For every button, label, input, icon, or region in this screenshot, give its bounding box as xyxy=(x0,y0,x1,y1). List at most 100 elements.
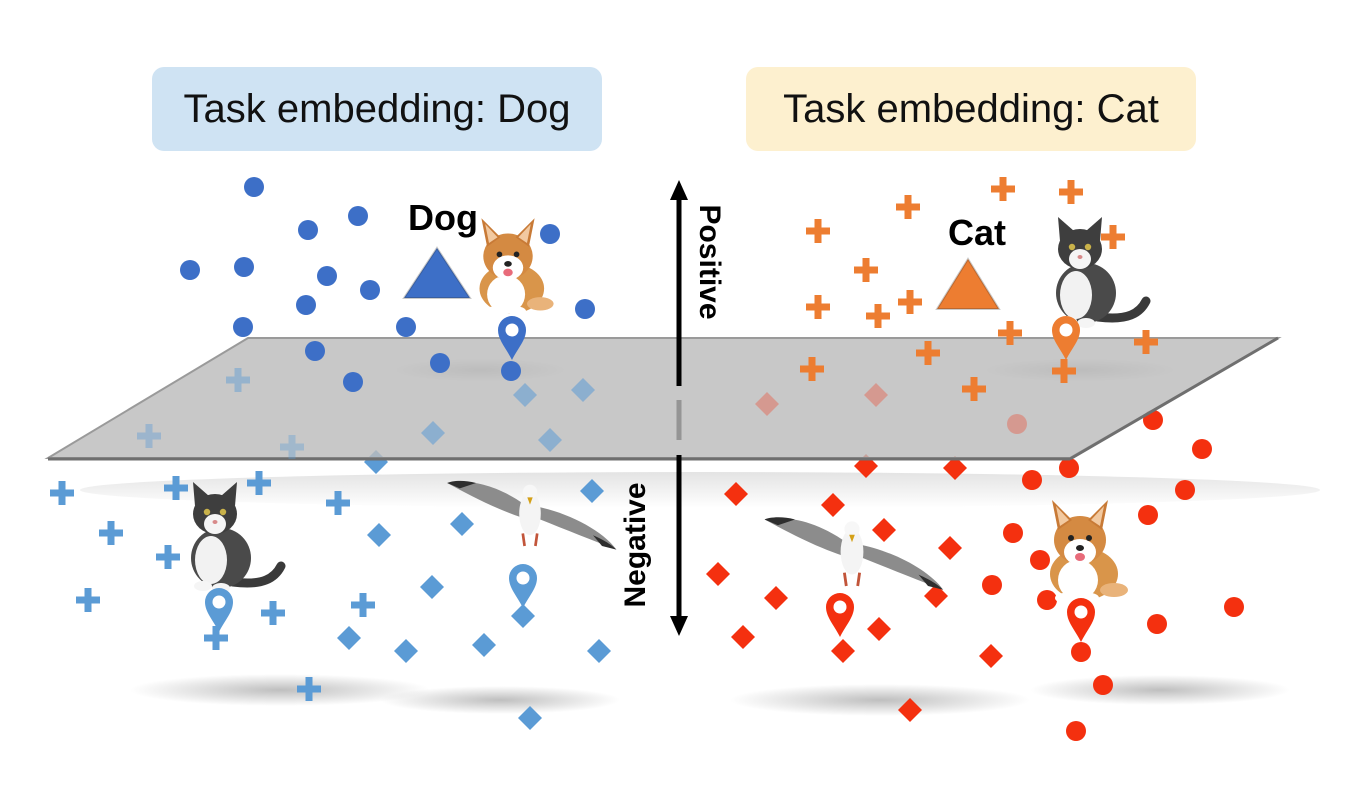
task-embedding-dog-box: Task embedding: Dog xyxy=(152,67,602,151)
dog-dot xyxy=(430,353,450,373)
dog-negative-plus xyxy=(50,481,74,505)
dog-prototype-label: Dog xyxy=(408,197,478,238)
cat-negative-diamond xyxy=(764,586,788,610)
dog-negative-diamond xyxy=(472,633,496,657)
cat-plus xyxy=(1101,225,1125,249)
dog-negative-plus xyxy=(326,491,350,515)
dog-negative-plus xyxy=(99,521,123,545)
cat-plus xyxy=(998,321,1022,345)
dog-dot xyxy=(296,295,316,315)
cat-plus xyxy=(1052,359,1076,383)
dog-dot xyxy=(180,260,200,280)
bird-query-pin-negative xyxy=(509,564,537,608)
positive-negative-axis: Positive Negative xyxy=(619,180,726,636)
cat-plus xyxy=(1059,180,1083,204)
negative-label: Negative xyxy=(619,482,652,607)
bird-query-pin-negative xyxy=(826,593,854,637)
cat-negative-diamond xyxy=(706,562,730,586)
faint-diamond xyxy=(538,428,562,452)
cat-negative-dot xyxy=(1093,675,1113,695)
cat-negative-diamond xyxy=(872,518,896,542)
dog-dot xyxy=(540,224,560,244)
decision-plane xyxy=(44,337,1282,459)
negative-region xyxy=(50,410,1244,741)
cat-negative-dot xyxy=(1037,590,1057,610)
bird-image-negative xyxy=(764,517,944,590)
cat-negative-dot xyxy=(1003,523,1023,543)
cat-plus xyxy=(991,177,1015,201)
dog-negative-plus xyxy=(156,545,180,569)
dog-negative-plus xyxy=(247,471,271,495)
dog-negative-plus xyxy=(261,601,285,625)
cat-prototype-label: Cat xyxy=(948,212,1006,253)
cat-negative-dot xyxy=(1030,550,1050,570)
positive-region: Dog Cat xyxy=(180,177,1158,401)
dog-dot xyxy=(317,266,337,286)
dog-negative-diamond xyxy=(511,604,535,628)
cat-negative-diamond xyxy=(731,625,755,649)
task-embedding-cat-box: Task embedding: Cat xyxy=(746,67,1196,151)
cat-prototype-triangle xyxy=(935,257,1001,310)
cat-negative-dot xyxy=(1147,614,1167,634)
cat-negative-dot xyxy=(982,575,1002,595)
cat-negative-dot xyxy=(1071,642,1091,662)
faint-plus xyxy=(137,424,161,448)
faint-diamond xyxy=(864,383,888,407)
cat-plus xyxy=(806,295,830,319)
dog-dot xyxy=(234,257,254,277)
faint-diamond xyxy=(571,378,595,402)
cat-plus xyxy=(866,304,890,328)
cat-negative-dot xyxy=(1138,505,1158,525)
dog-negative-plus xyxy=(204,626,228,650)
plane-side-edge xyxy=(1069,336,1279,461)
cat-negative-dot xyxy=(1066,721,1086,741)
faint-dot xyxy=(1007,414,1027,434)
bird-image-negative xyxy=(447,480,617,550)
dog-negative-plus xyxy=(297,677,321,701)
dog-negative-plus xyxy=(76,588,100,612)
cat-plus xyxy=(1134,330,1158,354)
cat-negative-diamond xyxy=(821,493,845,517)
cat-negative-diamond xyxy=(831,639,855,663)
cat-plus xyxy=(806,219,830,243)
cat-negative-dot xyxy=(1059,458,1079,478)
dog-dot xyxy=(501,361,521,381)
dog-dot xyxy=(575,299,595,319)
dog-dot xyxy=(244,177,264,197)
dog-query-pin-negative xyxy=(1067,598,1095,642)
dog-negative-diamond xyxy=(518,706,542,730)
cat-negative-dot xyxy=(1175,480,1195,500)
dog-negative-plus xyxy=(164,476,188,500)
cat-negative-diamond xyxy=(724,482,748,506)
cat-negative-diamond xyxy=(943,456,967,480)
dog-image-negative xyxy=(1050,500,1128,603)
cat-negative-diamond xyxy=(867,617,891,641)
dog-negative-diamond xyxy=(587,639,611,663)
faint-diamond xyxy=(513,383,537,407)
dog-dot xyxy=(348,206,368,226)
up-arrowhead xyxy=(670,180,688,200)
dog-negative-plus xyxy=(351,593,375,617)
cat-plus xyxy=(854,258,878,282)
cat-negative-diamond xyxy=(979,644,1003,668)
cat-plus xyxy=(916,341,940,365)
dog-negative-diamond xyxy=(450,512,474,536)
dog-negative-diamond xyxy=(394,639,418,663)
faint-plus xyxy=(280,435,304,459)
dog-negative-diamond xyxy=(367,523,391,547)
faint-diamond xyxy=(421,421,445,445)
cat-plus xyxy=(800,357,824,381)
points-on-plane xyxy=(137,368,1027,459)
faint-plus xyxy=(226,368,250,392)
dog-dot xyxy=(305,341,325,361)
down-arrowhead xyxy=(670,616,688,636)
dog-dot xyxy=(298,220,318,240)
cat-negative-dot xyxy=(1192,439,1212,459)
dog-dot xyxy=(360,280,380,300)
dog-dot xyxy=(343,372,363,392)
cat-image-positive xyxy=(1056,217,1151,328)
dog-prototype-triangle xyxy=(402,246,472,299)
dog-dot xyxy=(396,317,416,337)
cat-negative-dot xyxy=(1224,597,1244,617)
